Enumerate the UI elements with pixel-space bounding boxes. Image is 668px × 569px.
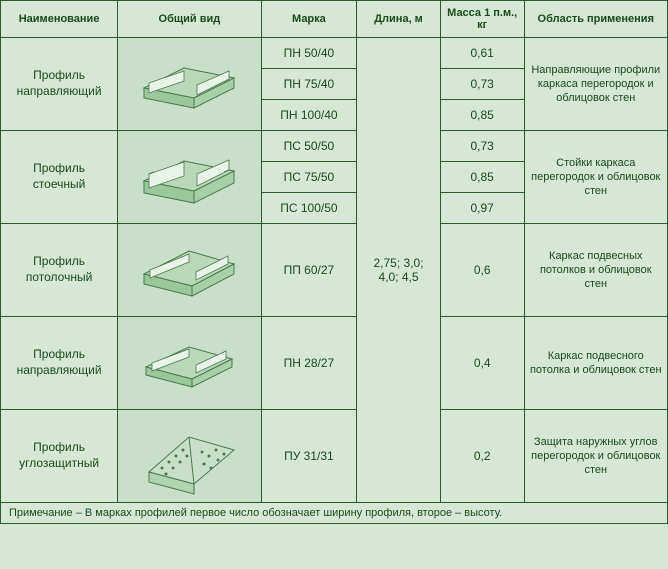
profile-image [118, 224, 261, 317]
brand-value: ПН 50/40 [261, 38, 357, 69]
profile-name: Профиль углозащитный [1, 410, 118, 503]
mass-value: 0,2 [440, 410, 524, 503]
mass-value: 0,97 [440, 193, 524, 224]
c-channel-icon [134, 146, 244, 206]
guide-channel-icon [134, 319, 244, 404]
u-channel-icon [134, 53, 244, 113]
table-note: Примечание – В марках профилей первое чи… [0, 503, 668, 524]
ceiling-channel-icon [134, 226, 244, 311]
application-value: Направляющие профили каркаса перегородок… [524, 38, 667, 131]
application-value: Каркас подвесных потолков и облицовок ст… [524, 224, 667, 317]
profile-image [118, 410, 261, 503]
brand-value: ПУ 31/31 [261, 410, 357, 503]
profile-name: Профиль стоечный [1, 131, 118, 224]
profile-image [118, 131, 261, 224]
brand-value: ПС 50/50 [261, 131, 357, 162]
length-value: 2,75; 3,0; 4,0; 4,5 [357, 38, 441, 503]
header-row: Наименование Общий вид Марка Длина, м Ма… [1, 1, 668, 38]
application-value: Защита наружных углов перегородок и обли… [524, 410, 667, 503]
brand-value: ПП 60/27 [261, 224, 357, 317]
application-value: Каркас подвесного потолка и облицовок ст… [524, 317, 667, 410]
header-brand: Марка [261, 1, 357, 38]
header-length: Длина, м [357, 1, 441, 38]
mass-value: 0,4 [440, 317, 524, 410]
brand-value: ПН 75/40 [261, 69, 357, 100]
mass-value: 0,73 [440, 131, 524, 162]
mass-value: 0,85 [440, 162, 524, 193]
mass-value: 0,85 [440, 100, 524, 131]
application-value: Стойки каркаса перегородок и облицовок с… [524, 131, 667, 224]
header-name: Наименование [1, 1, 118, 38]
corner-angle-icon [134, 412, 244, 497]
table-row: Профиль стоечный ПС 50/50 0,73 Стойки ка… [1, 131, 668, 162]
header-mass: Масса 1 п.м., кг [440, 1, 524, 38]
header-application: Область применения [524, 1, 667, 38]
table-row: Профиль углозащитный ПУ 31/31 0,2 [1, 410, 668, 503]
brand-value: ПН 28/27 [261, 317, 357, 410]
profile-name: Профиль направляющий [1, 317, 118, 410]
profile-image [118, 38, 261, 131]
brand-value: ПС 75/50 [261, 162, 357, 193]
profile-table-container: Наименование Общий вид Марка Длина, м Ма… [0, 0, 668, 524]
mass-value: 0,73 [440, 69, 524, 100]
profile-table: Наименование Общий вид Марка Длина, м Ма… [0, 0, 668, 503]
header-view: Общий вид [118, 1, 261, 38]
brand-value: ПС 100/50 [261, 193, 357, 224]
table-row: Профиль направляющий ПН 28/27 0,4 Каркас… [1, 317, 668, 410]
profile-name: Профиль направляющий [1, 38, 118, 131]
mass-value: 0,61 [440, 38, 524, 69]
profile-name: Профиль потолочный [1, 224, 118, 317]
profile-image [118, 317, 261, 410]
table-row: Профиль направляющий ПН 50/40 2,75; 3,0;… [1, 38, 668, 69]
mass-value: 0,6 [440, 224, 524, 317]
table-row: Профиль потолочный ПП 60/27 0,6 Каркас п… [1, 224, 668, 317]
brand-value: ПН 100/40 [261, 100, 357, 131]
